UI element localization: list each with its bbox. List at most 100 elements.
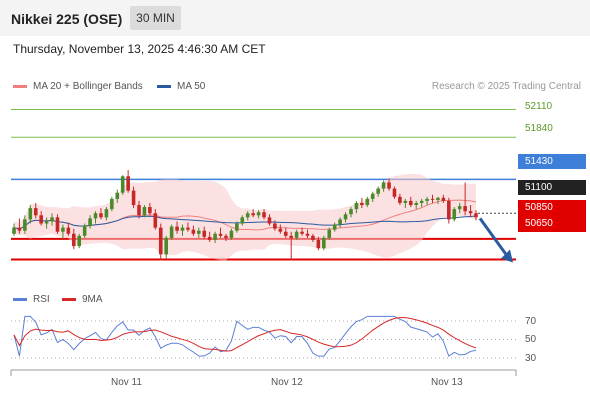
- rsi-tick-50: 50: [525, 334, 537, 345]
- candle-body: [218, 233, 223, 236]
- x-tick-nov-11: Nov 11: [111, 377, 142, 388]
- level-resistance-2: 52110: [525, 101, 553, 112]
- candle-body: [240, 217, 245, 224]
- candle-body: [365, 198, 370, 206]
- legend-9ma-swatch: [62, 298, 76, 301]
- candle-body: [360, 202, 364, 206]
- candle-body: [305, 233, 310, 236]
- candle-body: [332, 224, 337, 230]
- candle-body: [316, 239, 321, 249]
- candle-body: [126, 176, 130, 191]
- candle-body: [283, 231, 288, 236]
- candle-body: [110, 198, 114, 210]
- rsi-line: [13, 315, 477, 357]
- candle-body: [39, 215, 43, 224]
- legend-ma50: MA 50: [157, 81, 205, 92]
- candle-body: [77, 235, 82, 247]
- candle-body: [12, 227, 16, 234]
- candle-body: [262, 212, 266, 218]
- candle-body: [294, 231, 299, 238]
- candle-body: [180, 227, 185, 231]
- candle-body: [300, 231, 304, 234]
- candle-body: [370, 193, 375, 199]
- bollinger-band-fill: [14, 173, 476, 261]
- last-price-tag: 51100: [518, 180, 586, 195]
- candle-body: [169, 226, 174, 238]
- candle-body: [441, 197, 446, 201]
- candle-body: [186, 227, 190, 230]
- candle-body: [115, 192, 120, 199]
- candle-body: [267, 217, 272, 224]
- candle-body: [349, 209, 353, 215]
- candle-body: [71, 233, 76, 247]
- forecast-arrow-shaft: [478, 217, 508, 256]
- candle-body: [33, 208, 38, 216]
- candle-body: [430, 198, 435, 200]
- candle-body: [17, 227, 22, 231]
- candle-body: [197, 230, 201, 234]
- candle-body: [343, 214, 348, 220]
- legend-ma50-swatch: [157, 85, 171, 88]
- legend-ma20-swatch: [13, 85, 27, 88]
- candle-body: [213, 233, 217, 240]
- candle-body: [23, 219, 27, 231]
- candle-body: [474, 213, 478, 218]
- candle-body: [191, 229, 196, 234]
- candle-body: [289, 235, 293, 238]
- candle-body: [137, 205, 141, 216]
- level-support-2-tag: 50650: [518, 216, 586, 232]
- candle-body: [425, 198, 429, 201]
- candle-body: [44, 221, 49, 224]
- rsi-tick-70: 70: [525, 316, 537, 327]
- candle-body: [457, 206, 462, 210]
- legend-ma20-label: MA 20 + Bollinger Bands: [33, 81, 143, 92]
- candle-body: [245, 213, 250, 218]
- candle-body: [338, 219, 342, 225]
- candle-body: [28, 208, 33, 220]
- candle-body: [403, 200, 408, 203]
- level-pivot-tag: 51430: [518, 154, 586, 169]
- legend-9ma-label: 9MA: [82, 294, 103, 305]
- candle-body: [452, 209, 457, 220]
- legend-rsi: RSI: [13, 294, 50, 305]
- candle-body: [120, 176, 125, 193]
- legend-9ma: 9MA: [62, 294, 103, 305]
- page-title: Nikkei 225 (OSE): [11, 11, 123, 27]
- candle-body: [175, 226, 179, 231]
- candle-body: [55, 217, 60, 232]
- candle-body: [463, 206, 467, 212]
- interval-button[interactable]: 30 MIN: [130, 6, 181, 30]
- candle-body: [408, 200, 413, 206]
- candle-body: [158, 227, 163, 255]
- forecast-arrow-head: [501, 249, 513, 263]
- candle-body: [447, 200, 451, 220]
- x-tick-nov-12: Nov 12: [271, 377, 303, 388]
- x-tick-nov-13: Nov 13: [431, 377, 463, 388]
- level-resistance-1: 51840: [525, 123, 553, 134]
- rsi-ma-line: [13, 317, 477, 352]
- candle-body: [224, 235, 228, 238]
- candle-body: [354, 202, 359, 210]
- candle-body: [66, 227, 71, 234]
- candle-body: [468, 211, 473, 214]
- candle-body: [436, 197, 440, 200]
- candle-body: [99, 213, 103, 218]
- candle-body: [278, 228, 283, 232]
- candle-body: [327, 229, 332, 238]
- candle-body: [387, 182, 391, 189]
- candle-body: [142, 207, 147, 216]
- candle-body: [256, 212, 261, 216]
- candle-body: [93, 213, 98, 219]
- candle-body: [164, 237, 168, 255]
- candle-body: [88, 218, 92, 226]
- candle-body: [202, 230, 207, 237]
- candle-body: [61, 227, 65, 232]
- candle-body: [419, 200, 424, 203]
- level-support-1-tag: 50850: [518, 200, 586, 216]
- legend-ma50-label: MA 50: [177, 81, 206, 92]
- candle-body: [148, 207, 152, 214]
- legend-rsi-label: RSI: [33, 294, 50, 305]
- candle-body: [311, 235, 315, 240]
- candle-body: [50, 217, 54, 222]
